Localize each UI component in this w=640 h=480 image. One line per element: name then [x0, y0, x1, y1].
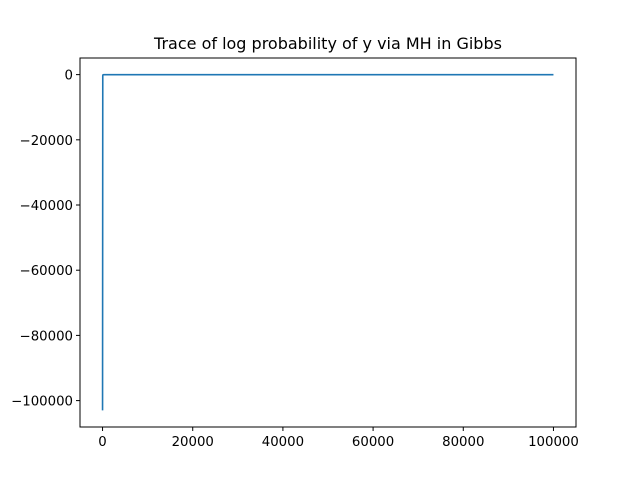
- plot-area: [80, 58, 576, 427]
- axes-layer: 0 20000 40000 60000 80000 100000 0 −20000 −40000…: [11, 69, 579, 450]
- x-tick-label: 0: [98, 435, 106, 450]
- x-tick-label: 80000: [442, 435, 484, 450]
- chart-title: Trace of log probability of y via MH in …: [153, 34, 502, 53]
- x-tick-label: 100000: [528, 435, 579, 450]
- x-tick-label: 20000: [172, 435, 214, 450]
- y-tick-label: −60000: [20, 264, 73, 279]
- y-tick-label: −40000: [20, 199, 73, 214]
- y-tick-label: −100000: [11, 395, 73, 410]
- y-tick-label: 0: [65, 69, 73, 84]
- series-line-0: [101, 73, 554, 411]
- series-layer: [101, 73, 554, 411]
- plot-frame: [79, 57, 577, 428]
- y-tick-label: −80000: [20, 329, 73, 344]
- x-tick-label: 60000: [352, 435, 394, 450]
- x-tick-label: 40000: [262, 435, 304, 450]
- y-tick-label: −20000: [20, 134, 73, 149]
